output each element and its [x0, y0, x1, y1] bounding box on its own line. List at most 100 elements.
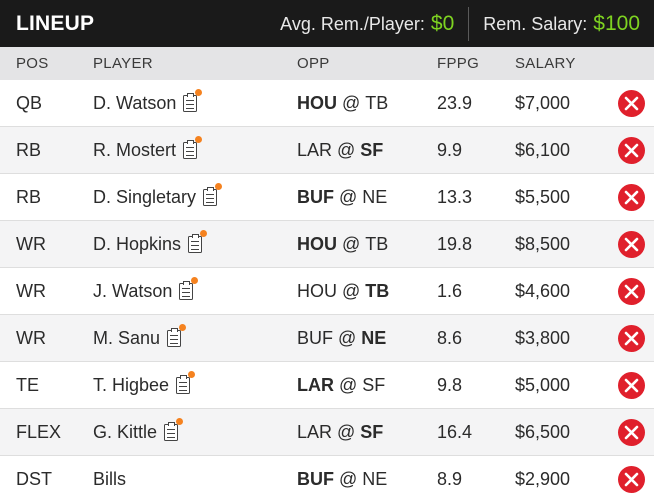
remove-player-button[interactable]: [618, 89, 645, 117]
position-cell: RB: [16, 186, 42, 207]
notes-alert-dot-icon: [179, 323, 187, 331]
player-notes-icon[interactable]: [203, 182, 223, 206]
player-cell: T. Higbee: [77, 370, 281, 396]
opponent-cell: BUF @ NE: [281, 187, 421, 208]
salary-cell: $3,800: [515, 327, 571, 348]
notes-alert-dot-icon: [188, 370, 196, 378]
at-separator: @: [337, 139, 356, 160]
remove-player-button[interactable]: [618, 136, 645, 164]
player-cell: D. Singletary: [77, 182, 281, 208]
notes-alert-dot-icon: [215, 182, 223, 190]
remove-x-icon: [624, 96, 639, 110]
position-cell: FLEX: [16, 421, 62, 442]
player-team: LAR: [297, 374, 334, 395]
player-name-link[interactable]: T. Higbee: [93, 374, 170, 395]
col-header-fppg: FPPG: [437, 55, 480, 72]
player-team: LAR: [297, 139, 333, 160]
opponent-team: SF: [360, 421, 384, 442]
remove-player-button[interactable]: [618, 324, 645, 352]
opponent-team: TB: [365, 280, 390, 301]
remove-x-icon: [624, 425, 639, 439]
notes-alert-dot-icon: [195, 135, 203, 143]
player-notes-icon[interactable]: [176, 370, 196, 394]
player-name-link[interactable]: D. Watson: [93, 92, 177, 113]
player-team: LAR: [297, 421, 333, 442]
player-name-link[interactable]: J. Watson: [93, 280, 173, 301]
player-name-link[interactable]: G. Kittle: [93, 421, 158, 442]
player-notes-icon[interactable]: [164, 417, 184, 441]
player-cell: G. Kittle: [77, 417, 281, 443]
fppg-cell: 13.3: [437, 186, 473, 207]
opponent-team: SF: [362, 374, 386, 395]
col-header-pos: POS: [16, 55, 49, 72]
opponent-cell: BUF @ NE: [281, 328, 421, 349]
col-header-player: PLAYER: [93, 55, 153, 72]
fppg-cell: 23.9: [437, 92, 473, 113]
fppg-cell: 8.9: [437, 468, 463, 489]
position-cell: RB: [16, 139, 42, 160]
remove-x-icon: [624, 331, 639, 345]
position-cell: TE: [16, 374, 40, 395]
remove-x-icon: [624, 143, 639, 157]
player-name-link[interactable]: M. Sanu: [93, 327, 161, 348]
salary-cell: $8,500: [515, 233, 571, 254]
player-name-link[interactable]: D. Singletary: [93, 186, 197, 207]
at-separator: @: [342, 92, 361, 113]
at-separator: @: [339, 374, 358, 395]
lineup-row: WR M. Sanu BUF @ NE 8.6 $3,800: [0, 315, 654, 362]
player-notes-icon[interactable]: [167, 323, 187, 347]
salary-cell: $5,000: [515, 374, 571, 395]
avg-remaining-label: Avg. Rem./Player:: [280, 13, 425, 34]
lineup-table: QB D. Watson HOU @ TB 23.9 $7,000 RB R. Mostert L…: [0, 80, 654, 501]
lineup-row: WR J. Watson HOU @ TB 1.6 $4,600: [0, 268, 654, 315]
lineup-header: LINEUP Avg. Rem./Player: $0 Rem. Salary:…: [0, 0, 654, 47]
opponent-cell: HOU @ TB: [281, 93, 421, 114]
player-team: BUF: [297, 468, 334, 489]
remove-x-icon: [624, 472, 639, 486]
remove-player-button[interactable]: [618, 230, 645, 258]
remaining-salary-value: $100: [593, 11, 640, 35]
remove-player-button[interactable]: [618, 465, 645, 493]
remaining-salary-stat: Rem. Salary: $100: [483, 12, 640, 36]
fppg-cell: 9.9: [437, 139, 463, 160]
fppg-cell: 9.8: [437, 374, 463, 395]
player-notes-icon[interactable]: [183, 88, 203, 112]
at-separator: @: [338, 327, 357, 348]
player-notes-icon[interactable]: [188, 229, 208, 253]
avg-remaining-stat: Avg. Rem./Player: $0: [280, 12, 454, 36]
player-notes-icon[interactable]: [179, 276, 199, 300]
opponent-team: TB: [365, 233, 389, 254]
remove-player-button[interactable]: [618, 183, 645, 211]
remove-x-icon: [624, 237, 639, 251]
player-cell: R. Mostert: [77, 135, 281, 161]
at-separator: @: [342, 233, 361, 254]
lineup-row: RB D. Singletary BUF @ NE 13.3 $5,500: [0, 174, 654, 221]
player-team: BUF: [297, 186, 334, 207]
player-cell: Bills: [77, 469, 281, 490]
remove-player-button[interactable]: [618, 371, 645, 399]
player-name-link[interactable]: Bills: [93, 468, 127, 489]
position-cell: WR: [16, 327, 46, 348]
col-header-opp: OPP: [297, 55, 330, 72]
player-name-link[interactable]: R. Mostert: [93, 139, 177, 160]
position-cell: WR: [16, 280, 46, 301]
remove-player-button[interactable]: [618, 418, 645, 446]
player-cell: D. Watson: [77, 88, 281, 114]
opponent-cell: BUF @ NE: [281, 469, 421, 490]
player-cell: J. Watson: [77, 276, 281, 302]
header-divider: [468, 6, 470, 41]
player-name-link[interactable]: D. Hopkins: [93, 233, 182, 254]
avg-remaining-value: $0: [430, 11, 455, 35]
player-team: HOU: [297, 233, 337, 254]
opponent-cell: HOU @ TB: [281, 234, 421, 255]
lineup-title: LINEUP: [16, 11, 95, 35]
player-cell: M. Sanu: [77, 323, 281, 349]
at-separator: @: [342, 280, 361, 301]
remove-player-button[interactable]: [618, 277, 645, 305]
opponent-team: TB: [365, 92, 389, 113]
notes-alert-dot-icon: [176, 417, 184, 425]
position-cell: DST: [16, 468, 52, 489]
opponent-team: SF: [360, 139, 384, 160]
opponent-team: NE: [361, 327, 387, 348]
player-notes-icon[interactable]: [183, 135, 203, 159]
